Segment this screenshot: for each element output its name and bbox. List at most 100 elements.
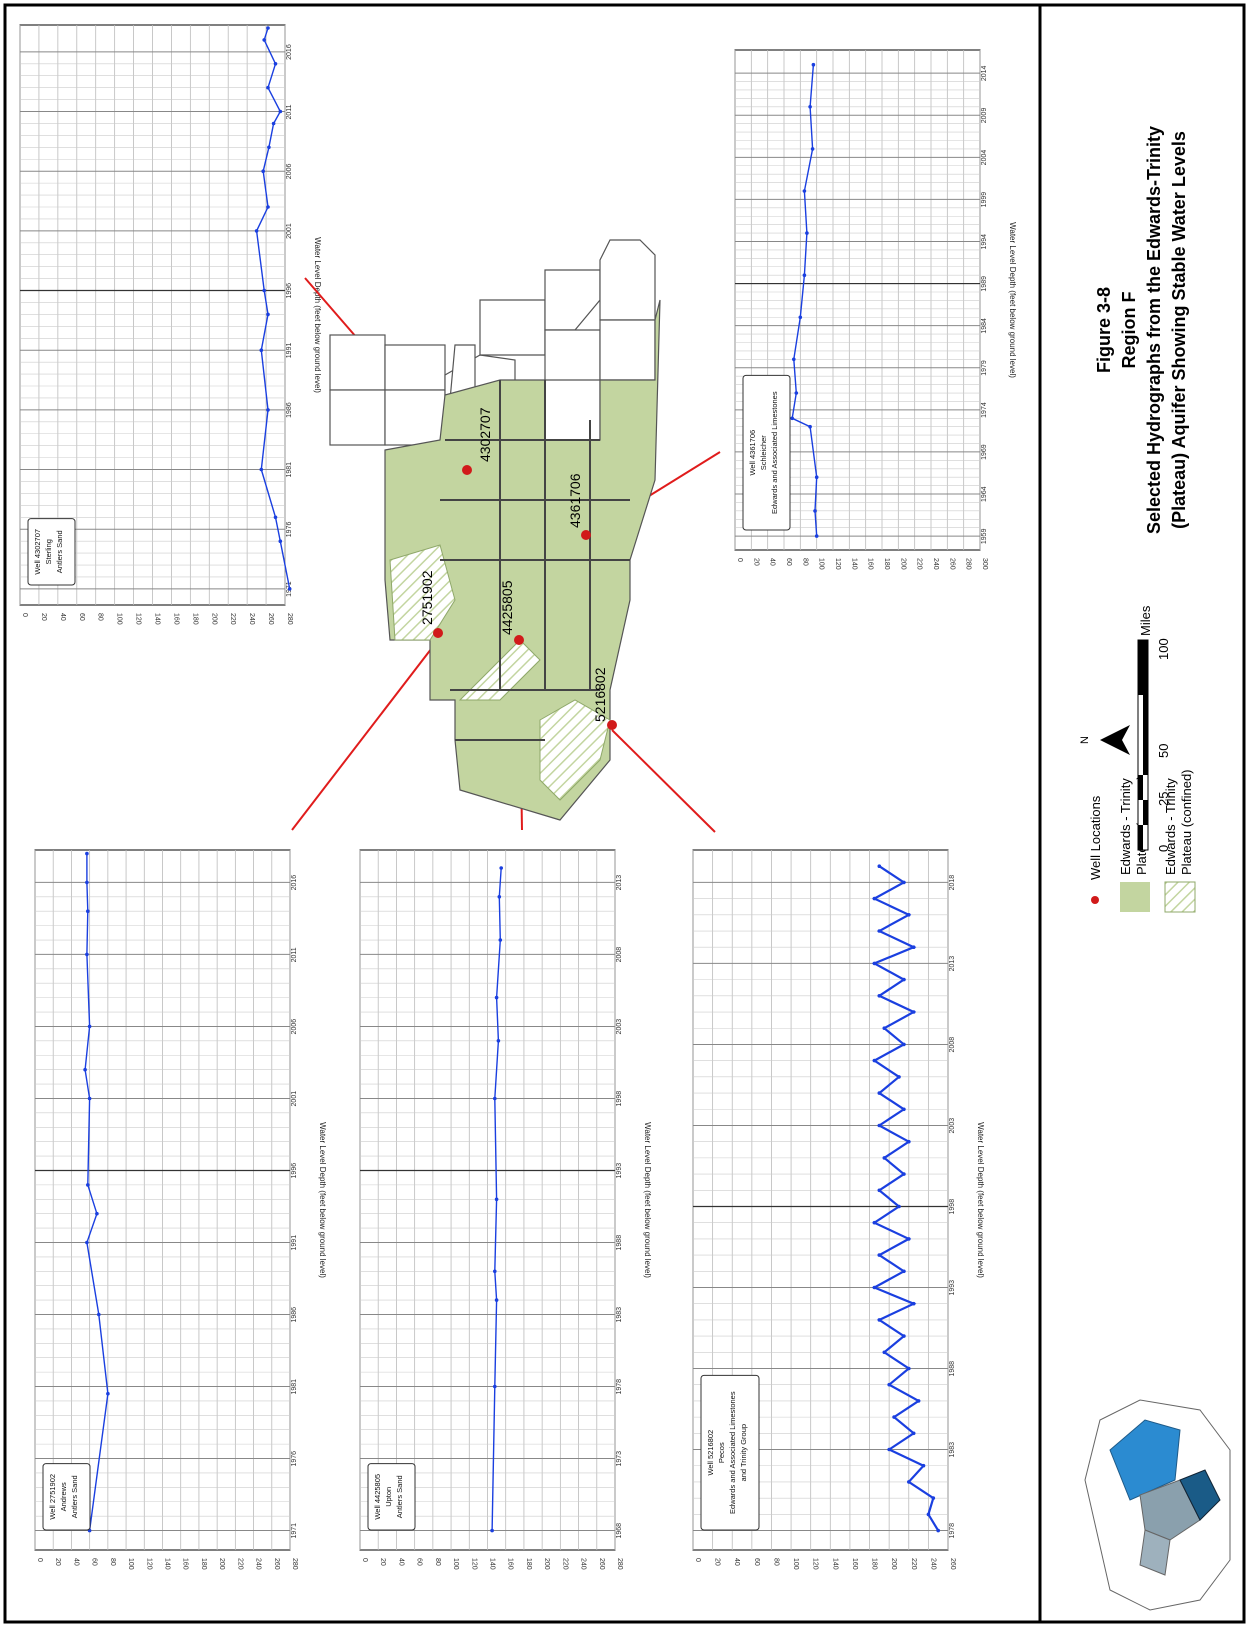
title-line-3: Selected Hydrographs from the Edwards-Tr… xyxy=(1144,126,1164,534)
data-point xyxy=(936,1528,940,1533)
data-point xyxy=(87,1096,92,1101)
data-point xyxy=(872,961,877,966)
y-tick-label: 160 xyxy=(507,1558,514,1570)
x-tick-label: 1978 xyxy=(616,1379,623,1395)
x-tick-label: 1991 xyxy=(291,1235,298,1251)
data-point xyxy=(87,1024,92,1029)
well-title-line: Antlers Sand xyxy=(395,1475,404,1518)
well-title-line: Well 5216802 xyxy=(706,1430,715,1476)
y-tick-label: 200 xyxy=(899,558,906,570)
x-tick-label: 1983 xyxy=(616,1307,623,1323)
data-point xyxy=(872,1285,877,1290)
confined-area xyxy=(389,544,611,801)
well-title-box xyxy=(367,1463,416,1531)
well-title-line: Upton xyxy=(384,1487,393,1507)
scale-tick-0: 0 xyxy=(1156,845,1171,852)
data-point xyxy=(907,1480,911,1484)
x-tick-label: 2016 xyxy=(291,875,298,891)
y-tick-label: 20 xyxy=(714,1558,721,1566)
well-title-line: Schleicher xyxy=(759,435,768,471)
data-point xyxy=(494,1298,499,1302)
data-point xyxy=(494,1197,499,1202)
y-tick-label: 140 xyxy=(850,558,857,570)
legend-outcrop-label-1: Edwards - Trinity xyxy=(1118,778,1133,875)
well-point-5216802 xyxy=(607,720,617,730)
x-tick-label: 1993 xyxy=(616,1163,623,1179)
y-tick-label: 140 xyxy=(489,1558,496,1570)
data-point xyxy=(897,1075,901,1079)
well-title-line: Well 4425805 xyxy=(373,1474,382,1520)
y-tick-label: 220 xyxy=(236,1558,243,1570)
data-point xyxy=(902,1172,906,1176)
well-title-box xyxy=(42,1463,91,1531)
x-tick-label: 2018 xyxy=(949,875,956,891)
well-title-line: Well 4361706 xyxy=(748,430,757,476)
x-tick-label: 2011 xyxy=(286,104,293,119)
y-tick-label: 100 xyxy=(127,1558,134,1570)
x-tick-label: 1996 xyxy=(291,1163,298,1179)
data-point xyxy=(262,38,267,42)
data-point xyxy=(790,416,794,421)
x-tick-label: 2008 xyxy=(949,1037,956,1053)
hydrograph-panels: 0 20 40 60 80 100 120 140 160 180 200 220 240 260 2801… xyxy=(19,24,1017,1570)
well-points xyxy=(433,465,617,730)
legend-well-locations: Well Locations xyxy=(1088,795,1103,880)
data-point xyxy=(266,26,270,30)
x-tick-label: 1996 xyxy=(286,283,293,299)
well-point-2751902 xyxy=(433,628,443,638)
well-title-line: Edwards and Associated Limestones xyxy=(770,391,779,514)
north-label: N xyxy=(1079,736,1091,744)
y-axis-label: Water Level Depth (feet below ground lev… xyxy=(976,1122,985,1278)
data-point xyxy=(902,1042,906,1047)
y-tick-label: 240 xyxy=(932,558,939,570)
region-f-map: 2751902 4425805 5216802 4302707 4361706 xyxy=(329,239,661,821)
y-tick-label: 80 xyxy=(801,558,808,566)
data-point xyxy=(892,1415,896,1419)
y-tick-label: 260 xyxy=(948,558,955,570)
y-tick-label: 40 xyxy=(397,1558,404,1566)
y-tick-label: 280 xyxy=(286,613,293,625)
legend-well-marker xyxy=(1091,896,1099,904)
well-title-line: Well 2751902 xyxy=(48,1474,57,1520)
y-tick-label: 300 xyxy=(981,558,988,570)
data-point xyxy=(902,880,906,885)
y-tick-label: 0 xyxy=(36,1558,43,1562)
x-tick-label: 1968 xyxy=(616,1523,623,1539)
data-point xyxy=(872,1058,877,1063)
y-tick-label: 140 xyxy=(154,613,161,625)
y-tick-label: 240 xyxy=(248,613,255,625)
y-tick-label: 220 xyxy=(910,1558,917,1570)
data-point xyxy=(810,147,815,151)
x-tick-label: 2011 xyxy=(291,947,298,962)
data-point xyxy=(794,391,799,395)
x-tick-label: 1991 xyxy=(286,343,293,359)
data-point xyxy=(887,1447,891,1452)
y-tick-label: 100 xyxy=(116,613,123,625)
locator-map xyxy=(1084,1399,1231,1611)
x-tick-label: 2004 xyxy=(981,150,988,166)
well-title-line: Well 4302707 xyxy=(33,529,42,575)
data-point xyxy=(278,109,283,114)
y-tick-label: 120 xyxy=(145,1558,152,1570)
y-tick-label: 40 xyxy=(72,1558,79,1566)
data-point xyxy=(877,929,882,933)
well-title-box xyxy=(27,518,76,586)
y-tick-label: 120 xyxy=(834,558,841,570)
data-point xyxy=(95,1211,99,1216)
data-point xyxy=(877,1091,882,1095)
data-point xyxy=(887,1382,891,1387)
y-tick-label: 240 xyxy=(255,1558,262,1570)
y-tick-label: 200 xyxy=(210,613,217,625)
data-point xyxy=(911,1010,916,1014)
x-tick-label: 1979 xyxy=(981,360,988,376)
data-point xyxy=(266,312,270,317)
y-tick-label: 180 xyxy=(525,1558,532,1570)
x-tick-label: 2013 xyxy=(616,875,623,891)
x-tick-label: 1976 xyxy=(291,1451,298,1467)
scale-tick-100: 100 xyxy=(1156,638,1171,660)
data-point xyxy=(902,1107,906,1112)
data-point xyxy=(882,1156,887,1160)
data-point xyxy=(805,231,809,235)
y-tick-label: 20 xyxy=(40,613,47,621)
